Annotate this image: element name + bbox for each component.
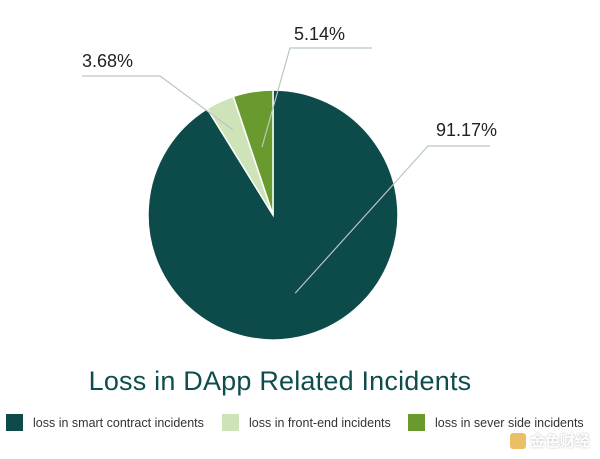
watermark-logo-icon bbox=[509, 432, 526, 449]
legend-item-server-side: loss in sever side incidents bbox=[408, 414, 584, 431]
pie-slice-server-side bbox=[232, 89, 274, 216]
legend: loss in smart contract incidents loss in… bbox=[6, 414, 596, 438]
leader-line-server-side bbox=[261, 47, 372, 148]
pie-slices bbox=[147, 89, 399, 341]
percent-label-server-side: 5.14% bbox=[294, 24, 345, 44]
leader-line-smart-contract bbox=[294, 145, 490, 294]
legend-swatch-front-end bbox=[222, 414, 239, 431]
legend-item-front-end: loss in front-end incidents bbox=[222, 414, 391, 431]
leader-line-front-end bbox=[82, 75, 234, 131]
legend-swatch-server-side bbox=[408, 414, 425, 431]
percent-label-front-end: 3.68% bbox=[82, 51, 133, 71]
leader-lines bbox=[82, 47, 490, 294]
legend-swatch-smart-contract bbox=[6, 414, 23, 431]
legend-label-server-side: loss in sever side incidents bbox=[435, 415, 584, 430]
chart-title: Loss in DApp Related Incidents bbox=[88, 366, 472, 396]
legend-item-smart-contract: loss in smart contract incidents bbox=[6, 414, 204, 431]
watermark: 金色财经 bbox=[509, 430, 590, 451]
watermark-text: 金色财经 bbox=[529, 433, 590, 450]
legend-label-smart-contract: loss in smart contract incidents bbox=[33, 415, 204, 430]
legend-label-front-end: loss in front-end incidents bbox=[249, 415, 391, 430]
percent-labels: 91.17% 3.68% 5.14% bbox=[82, 24, 497, 140]
percent-label-smart-contract: 91.17% bbox=[436, 120, 497, 140]
